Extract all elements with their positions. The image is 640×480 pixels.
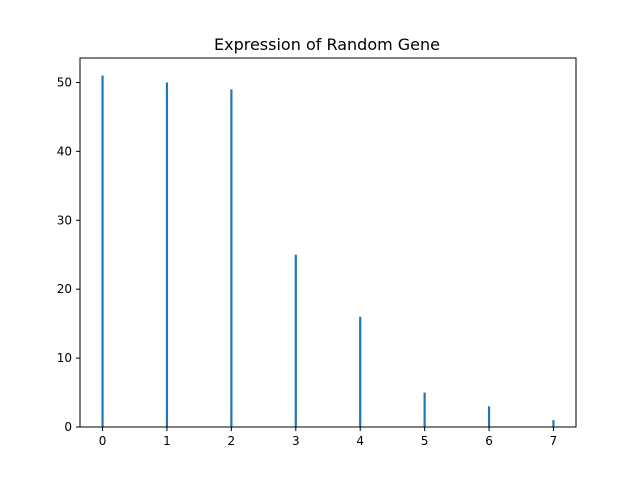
y-tick-label: 10 — [57, 351, 72, 365]
y-axis: 0 10 20 30 40 50 — [57, 75, 80, 434]
bar-1 — [165, 82, 169, 427]
x-tick-label: 5 — [421, 434, 429, 448]
y-tick-label: 0 — [64, 420, 72, 434]
y-tick-label: 40 — [57, 144, 72, 158]
bar-2 — [230, 89, 233, 428]
x-tick-label: 2 — [228, 434, 236, 448]
x-tick-label: 7 — [550, 434, 558, 448]
y-tick-label: 30 — [57, 213, 72, 227]
y-tick-label: 50 — [57, 75, 72, 89]
bar-4 — [359, 316, 362, 427]
x-tick-label: 0 — [99, 434, 107, 448]
plot-frame — [79, 57, 577, 428]
bar-5 — [423, 392, 426, 427]
x-tick-label: 6 — [485, 434, 493, 448]
bar-6 — [487, 406, 491, 427]
chart-title: Expression of Random Gene — [214, 35, 440, 54]
bars — [101, 75, 555, 428]
bar-7 — [552, 420, 555, 427]
y-tick-label: 20 — [57, 282, 72, 296]
x-tick-label: 3 — [292, 434, 300, 448]
x-tick-label: 1 — [163, 434, 171, 448]
bar-0 — [101, 75, 104, 428]
x-tick-label: 4 — [356, 434, 364, 448]
bar-3 — [294, 254, 297, 427]
x-axis: 0 1 2 3 4 5 6 7 — [99, 427, 558, 448]
